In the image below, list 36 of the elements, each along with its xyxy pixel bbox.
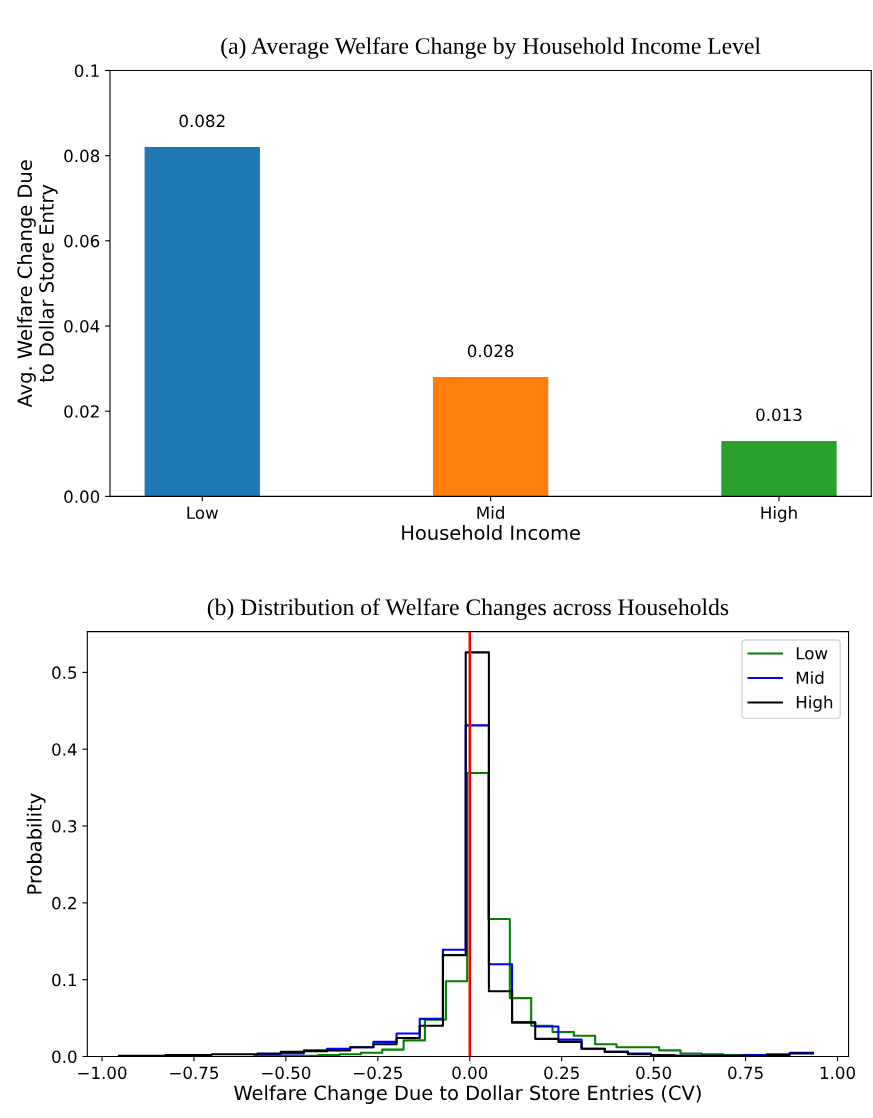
x-tick-label: 0.75 bbox=[728, 1066, 763, 1080]
x-tick-label: High bbox=[761, 506, 797, 523]
x-tick-label: 0.00 bbox=[452, 1066, 488, 1080]
chart-title: (a) Average Welfare Change by Household Income Level bbox=[221, 37, 761, 59]
data-label: 0.028 bbox=[467, 344, 514, 358]
y-axis-title: Probability bbox=[26, 793, 46, 894]
y-tick-label: 0.02 bbox=[64, 405, 99, 418]
data-label: 0.013 bbox=[756, 408, 802, 422]
chart-title: (b) Distribution of Welfare Changes across Households bbox=[207, 598, 729, 621]
y-tick-label: 0.06 bbox=[64, 234, 100, 248]
legend-label: High bbox=[796, 695, 833, 712]
data-label: 0.082 bbox=[179, 114, 225, 128]
y-tick-label: 0.3 bbox=[52, 820, 77, 833]
x-axis-title: Household Income bbox=[402, 525, 580, 541]
legend-label: Mid bbox=[796, 671, 824, 685]
y-tick-label: 0.2 bbox=[52, 896, 76, 910]
x-tick-label: Mid bbox=[477, 506, 504, 520]
x-tick-label: 0.50 bbox=[636, 1066, 672, 1080]
y-tick-label: 0.08 bbox=[64, 149, 100, 163]
x-tick-label: Low bbox=[187, 506, 218, 520]
y-tick-label: 0.5 bbox=[52, 666, 77, 679]
y-tick-label: 0.0 bbox=[52, 1050, 77, 1064]
y-axis-title: Avg. Welfare Change Due to Dollar Store Entry bbox=[17, 160, 58, 408]
x-tick-label: −0.75 bbox=[170, 1066, 219, 1080]
x-tick-label: 0.25 bbox=[544, 1066, 579, 1080]
y-tick-label: 0.00 bbox=[64, 490, 100, 503]
y-tick-label: 0.04 bbox=[64, 319, 100, 333]
x-tick-label: 1.00 bbox=[820, 1066, 855, 1080]
y-tick-label: 0.1 bbox=[52, 973, 77, 987]
x-tick-label: −1.00 bbox=[78, 1066, 127, 1080]
legend-label: Low bbox=[796, 647, 828, 660]
x-tick-label: −0.50 bbox=[262, 1066, 311, 1080]
y-tick-label: 0.4 bbox=[52, 743, 77, 756]
x-tick-label: −0.25 bbox=[354, 1066, 402, 1080]
x-axis-title: Welfare Change Due to Dollar Store Entries (CV) bbox=[234, 1085, 701, 1104]
y-tick-label: 0.1 bbox=[74, 64, 99, 77]
